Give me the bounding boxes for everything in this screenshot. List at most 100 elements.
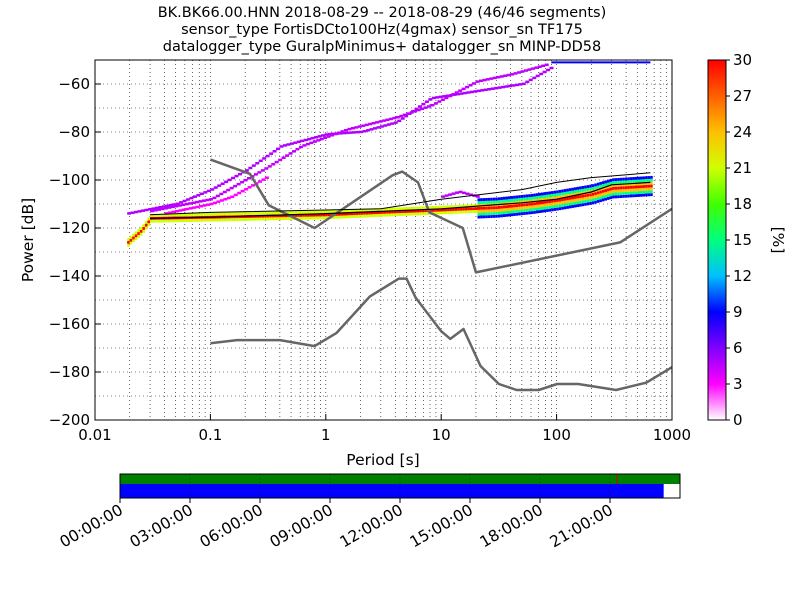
density-cell [515, 209, 519, 213]
density-cell [599, 181, 602, 185]
density-cell [520, 209, 524, 213]
density-cell [406, 209, 409, 213]
density-cell [601, 181, 605, 185]
density-cell [276, 211, 280, 215]
density-cell [601, 198, 605, 202]
density-cell [576, 195, 580, 199]
density-cell [231, 212, 234, 216]
density-cell [192, 195, 197, 198]
density-cell [414, 206, 417, 210]
density-cell [520, 70, 525, 73]
density-cell [193, 218, 196, 222]
density-cell [535, 204, 539, 208]
density-cell [289, 216, 293, 220]
density-cell [513, 195, 516, 199]
density-cell [231, 176, 236, 180]
density-cell [395, 115, 400, 119]
density-cell [401, 207, 404, 211]
density-cell [151, 207, 156, 210]
density-cell [358, 211, 361, 215]
y-axis-ticks: −60 −80 −100 −120 −140 −160 −180 −200 [49, 75, 101, 429]
density-cell [297, 211, 300, 214]
y-tick-label: −140 [49, 267, 90, 285]
density-cell [571, 199, 574, 203]
density-cell [219, 192, 224, 196]
density-cell [495, 214, 498, 218]
density-cell [414, 209, 417, 213]
title-line-1: BK.BK66.00.HNN 2018-08-29 -- 2018-08-29 … [158, 5, 607, 21]
density-cell [561, 198, 564, 202]
density-cell [553, 193, 557, 197]
density-cell [617, 186, 620, 190]
density-cell [337, 215, 341, 219]
density-cell [515, 195, 519, 199]
density-cell [168, 203, 173, 207]
density-cell [203, 213, 206, 216]
density-cell [296, 140, 301, 144]
density-cell [219, 199, 224, 202]
density-cell [330, 134, 335, 137]
density-cell [594, 194, 597, 198]
density-cell [320, 213, 323, 217]
density-cell [489, 77, 494, 80]
density-cell [282, 144, 287, 147]
density-cell [604, 197, 608, 201]
density-cell [139, 232, 143, 236]
density-cell [350, 215, 354, 219]
density-cell [315, 216, 318, 220]
density-cell [612, 189, 615, 193]
density-cell [478, 79, 483, 83]
density-cell [417, 105, 422, 108]
density-cell [188, 219, 191, 222]
density-cell [340, 215, 343, 219]
density-cell [558, 201, 562, 205]
density-cell [161, 205, 166, 208]
density-cell [180, 213, 184, 217]
density-cell [383, 207, 387, 211]
density-cell [386, 210, 389, 214]
density-cell [465, 85, 470, 89]
density-cell [485, 206, 488, 210]
density-cell [637, 176, 641, 180]
density-cell [375, 121, 380, 124]
density-cell [607, 179, 610, 183]
density-cell [177, 213, 181, 217]
density-cell [439, 208, 442, 212]
density-cell [579, 195, 582, 198]
density-cell [551, 205, 554, 209]
density-cell [337, 212, 341, 216]
density-cell [556, 196, 559, 200]
density-cell [164, 212, 169, 215]
density-cell [221, 218, 224, 222]
density-cell [487, 212, 491, 216]
density-cell [458, 190, 463, 194]
density-cell [416, 212, 420, 216]
density-cell [586, 199, 590, 203]
density-cell [468, 84, 473, 87]
density-cell [551, 193, 554, 197]
density-cell [390, 122, 395, 125]
density-cell [325, 213, 328, 217]
density-cell [546, 68, 551, 72]
density-cell [279, 211, 283, 215]
density-cells [127, 61, 653, 247]
density-cell [454, 91, 459, 94]
colorbar-tick-label: 3 [733, 375, 743, 393]
density-cell [330, 213, 333, 217]
density-cell [205, 198, 210, 202]
density-cell [632, 182, 635, 186]
density-cell [518, 212, 521, 216]
density-cell [278, 158, 283, 162]
density-cell [604, 183, 608, 187]
density-cell [317, 213, 321, 217]
density-cell [461, 191, 466, 195]
density-cell [355, 209, 359, 213]
density-cell [436, 208, 440, 212]
density-cell [370, 208, 374, 212]
density-cell [528, 211, 531, 215]
density-cell [650, 184, 653, 188]
density-cell [447, 211, 450, 215]
density-cell [315, 210, 318, 214]
density-cell [227, 178, 232, 182]
density-cell [627, 191, 630, 195]
